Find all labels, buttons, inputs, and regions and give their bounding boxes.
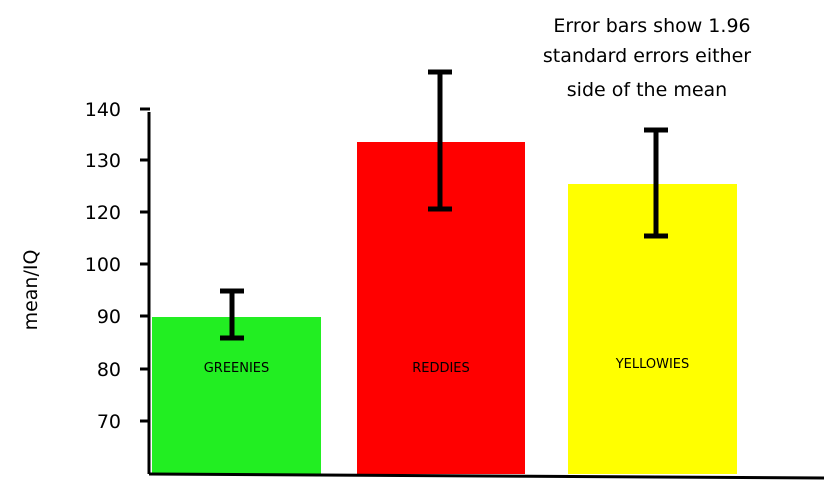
category-label: REDDIES (412, 361, 470, 376)
error-bar-note-line-1: Error bars show 1.96 (553, 15, 750, 37)
y-tick-label: 120 (85, 202, 121, 224)
y-tick-label: 140 (85, 99, 121, 121)
error-bar-note-line-2: standard errors either (543, 45, 751, 67)
y-axis-ticks: 70 80 90 100 120 130 140 (85, 99, 150, 433)
y-tick-label: 70 (97, 411, 121, 433)
bar-greenies (152, 317, 321, 474)
y-tick-label: 90 (97, 306, 121, 328)
category-labels: GREENIES REDDIES YELLOWIES (204, 357, 690, 376)
y-axis-label: mean/IQ (20, 250, 42, 331)
y-tick-label: 100 (85, 254, 121, 276)
x-axis-line (148, 472, 825, 480)
bar-yellowies (568, 184, 737, 474)
y-tick-label: 80 (97, 359, 121, 381)
y-tick-label: 130 (85, 150, 121, 172)
category-label: YELLOWIES (615, 357, 690, 372)
bars (152, 142, 737, 474)
error-bars (220, 69, 668, 341)
category-label: GREENIES (204, 361, 270, 376)
error-bar-note-line-3: side of the mean (567, 79, 727, 101)
